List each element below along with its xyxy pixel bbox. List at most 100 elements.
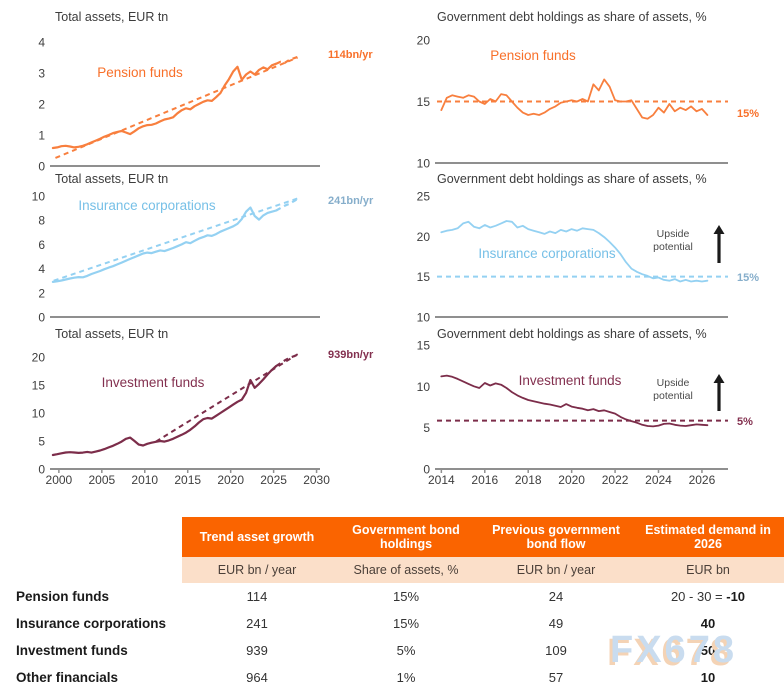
upside-potential-label: Upside	[657, 377, 690, 389]
y-tick-label: 0	[423, 463, 430, 477]
value-cell-bond-flow: 49	[548, 616, 564, 631]
series-line	[440, 220, 709, 283]
y-tick-label: 0	[38, 160, 45, 174]
value-cell-estimated-demand: 10	[632, 670, 784, 685]
y-tick-label: 2	[38, 286, 45, 300]
y-tick-label: 6	[38, 238, 45, 252]
value-cell-trend-asset-growth: 114	[246, 589, 268, 604]
x-tick-label: 2024	[645, 473, 672, 487]
trend-growth-label: 241bn/yr	[328, 195, 374, 207]
series-label: Insurance corporations	[478, 246, 616, 261]
y-tick-label: 15	[417, 95, 431, 109]
value-cell-trend-asset-growth: 241	[246, 616, 268, 631]
series-line	[440, 374, 709, 428]
y-tick-label: 4	[38, 36, 45, 50]
value-cell-bond-flow: 109	[545, 643, 567, 658]
table-column-header: Government bond holdings	[332, 517, 480, 557]
y-tick-label: 0	[38, 463, 45, 477]
reference-line-label: 15%	[737, 272, 759, 284]
demand-value: 50	[700, 643, 716, 658]
summary-table: Trend asset growth Government bond holdin…	[0, 517, 784, 691]
value-cell-bond-flow: 24	[548, 589, 564, 604]
y-tick-label: 25	[417, 190, 431, 204]
chart-investment-share: 2014 2016 2018 2020 2022 2024 2026 0 5 10 15 Govern…	[417, 327, 753, 487]
x-tick-label: 2025	[260, 473, 287, 487]
upside-potential-label: Upside	[657, 228, 690, 240]
y-tick-label: 10	[32, 407, 46, 421]
chart-insurance-assets: 0 2 4 6 8 10 Total assets, EUR tn 241bn/yr Insur…	[32, 172, 374, 325]
value-cell-trend-asset-growth: 939	[246, 643, 268, 658]
up-arrow-head-icon	[713, 374, 725, 383]
series-line	[440, 78, 709, 120]
value-cell-bond-holdings: 15%	[392, 616, 420, 631]
y-tick-label: 20	[417, 230, 431, 244]
trend-growth-label: 114bn/yr	[328, 49, 373, 61]
chart-title: Government debt holdings as share of ass…	[437, 327, 707, 341]
table-column-header: Trend asset growth	[182, 517, 332, 557]
row-label: Pension funds	[16, 589, 110, 604]
projection-line	[275, 353, 299, 367]
series-label: Pension funds	[97, 65, 183, 80]
table-row: Other financials 964 1% 57 10	[0, 664, 784, 691]
demand-prefix: 20 - 30 =	[670, 589, 727, 604]
trend-line	[53, 197, 298, 282]
table-row: Pension funds 114 15% 24 20 - 30 = -10	[0, 583, 784, 610]
series-label: Pension funds	[490, 48, 576, 63]
demand-value: 10	[700, 670, 716, 685]
projection-line	[275, 198, 299, 212]
series-label: Investment funds	[519, 373, 622, 388]
table-column-header: Previous government bond flow	[480, 517, 632, 557]
chart-investment-assets: 2000 2005 2010 2015 2020 2025 2030 0 5 10 15 20 Tota…	[32, 327, 374, 487]
series-label: Investment funds	[102, 375, 205, 390]
x-tick-label: 2000	[46, 473, 73, 487]
value-cell-estimated-demand: 50	[632, 643, 784, 658]
x-tick-label: 2016	[471, 473, 498, 487]
y-tick-label: 5	[423, 421, 430, 435]
value-cell-bond-holdings: 15%	[392, 589, 420, 604]
series-label: Insurance corporations	[78, 198, 216, 213]
y-tick-label: 1	[38, 129, 45, 143]
row-label: Other financials	[16, 670, 119, 685]
reference-line-label: 5%	[737, 416, 753, 428]
table-unit-header: EUR bn / year	[480, 557, 632, 583]
x-tick-label: 2026	[689, 473, 716, 487]
table-column-header: Estimated demand in 2026	[632, 517, 784, 557]
upside-potential-label: potential	[653, 390, 693, 402]
x-tick-label: 2018	[515, 473, 542, 487]
y-tick-label: 15	[32, 379, 46, 393]
demand-value: 40	[700, 616, 716, 631]
table-unit-header: Share of assets, %	[332, 557, 480, 583]
table-units-row: EUR bn / year Share of assets, % EUR bn / …	[0, 557, 784, 583]
trend-line	[55, 56, 299, 159]
x-tick-label: 2015	[174, 473, 201, 487]
y-tick-label: 20	[32, 351, 46, 365]
up-arrow-head-icon	[713, 225, 725, 234]
value-cell-bond-holdings: 5%	[396, 643, 416, 658]
y-tick-label: 10	[417, 380, 431, 394]
value-cell-trend-asset-growth: 964	[246, 670, 268, 685]
chart-title: Government debt holdings as share of ass…	[437, 172, 707, 186]
x-tick-label: 2014	[428, 473, 455, 487]
chart-pension-assets: 0 1 2 3 4 Total assets, EUR tn 114bn/yr Pension…	[38, 10, 373, 174]
x-tick-label: 2022	[602, 473, 629, 487]
chart-pension-share: 10 15 20 Government debt holdings as share …	[417, 10, 760, 171]
y-tick-label: 4	[38, 262, 45, 276]
chart-title: Total assets, EUR tn	[55, 327, 168, 341]
watermark: FX678	[610, 629, 737, 671]
y-tick-label: 10	[417, 311, 431, 325]
chart-title: Total assets, EUR tn	[55, 172, 168, 186]
series-line	[51, 364, 278, 457]
row-label: Insurance corporations	[16, 616, 167, 631]
y-tick-label: 20	[417, 34, 431, 48]
x-tick-label: 2030	[303, 473, 330, 487]
reference-line-label: 15%	[737, 108, 759, 120]
table-unit-header: EUR bn / year	[182, 557, 332, 583]
x-tick-label: 2005	[88, 473, 115, 487]
trend-growth-label: 939bn/yr	[328, 349, 374, 361]
y-tick-label: 15	[417, 339, 431, 353]
y-tick-label: 15	[417, 270, 431, 284]
value-cell-estimated-demand: 40	[632, 616, 784, 631]
table-header-row: Trend asset growth Government bond holdin…	[0, 517, 784, 557]
demand-value: -10	[726, 589, 746, 604]
